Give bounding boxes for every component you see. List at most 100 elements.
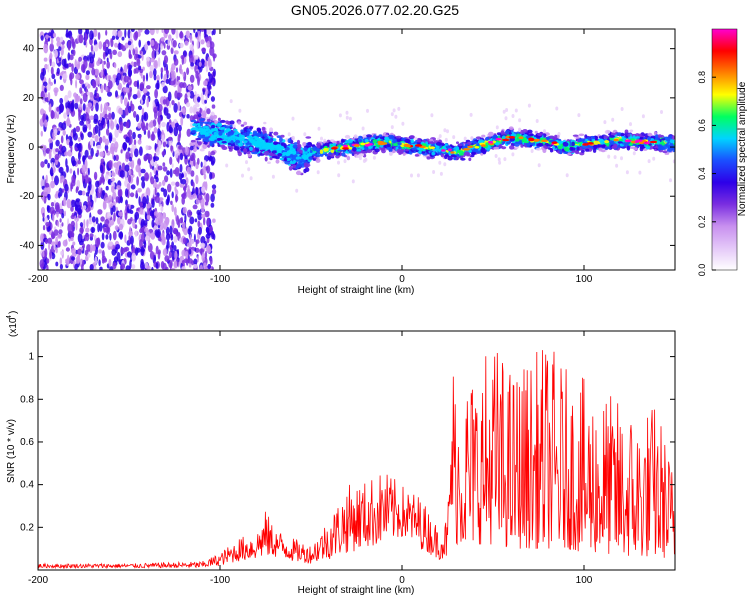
heatmap-cell: [144, 235, 150, 242]
heatmap-cell: [458, 153, 464, 156]
colorbar: [711, 28, 738, 271]
heatmap-cell: [272, 138, 277, 142]
heatmap-cell: [201, 47, 207, 53]
heatmap-cell: [61, 222, 64, 227]
heatmap-cell: [585, 148, 590, 152]
heatmap-cell: [449, 144, 453, 147]
heatmap-cell: [563, 151, 569, 154]
heatmap-cell: [109, 233, 112, 241]
heatmap-cell: [275, 159, 280, 164]
heatmap-cell: [62, 129, 66, 136]
heatmap-cell: [170, 234, 174, 241]
heatmap-cell: [124, 164, 130, 172]
heatmap-cell: [145, 145, 149, 151]
heatmap-cell: [331, 147, 338, 150]
heatmap-cell: [429, 138, 433, 142]
heatmap-cell: [505, 130, 510, 135]
heatmap-cell: [170, 145, 174, 152]
heatmap-cell: [186, 128, 192, 137]
heatmap-cell: [51, 73, 56, 80]
heatmap-cell: [75, 220, 78, 231]
heatmap-cell: [162, 262, 167, 270]
heatmap-cell: [48, 243, 51, 251]
heatmap-cell: [337, 160, 340, 165]
heatmap-cell: [89, 264, 94, 270]
heatmap-cell: [218, 127, 224, 130]
spectrogram-heatmap: [39, 29, 675, 270]
heatmap-cell: [291, 154, 297, 160]
heatmap-cell: [472, 140, 477, 144]
heatmap-cell: [171, 203, 174, 213]
heatmap-cell: [255, 132, 261, 137]
heatmap-cell: [193, 264, 198, 269]
heatmap-cell: [304, 167, 310, 172]
heatmap-cell: [179, 42, 184, 49]
heatmap-cell: [396, 135, 402, 139]
heatmap-cell: [181, 266, 186, 270]
heatmap-cell: [186, 102, 191, 108]
heatmap-cell: [237, 121, 242, 125]
heatmap-cell: [98, 186, 101, 194]
heatmap-cell: [193, 233, 196, 243]
heatmap-cell: [102, 190, 106, 197]
heatmap-cell: [113, 155, 116, 161]
heatmap-cell: [151, 198, 155, 208]
heatmap-cell: [100, 164, 104, 174]
heatmap-cell: [139, 82, 145, 91]
heatmap-cell: [79, 120, 85, 126]
y-tick-label: 40: [23, 44, 35, 55]
heatmap-cell: [617, 133, 622, 137]
heatmap-cell: [104, 219, 110, 227]
heatmap-cell: [476, 143, 480, 147]
heatmap-cell: [132, 131, 136, 140]
heatmap-cell: [97, 223, 100, 233]
heatmap-cell: [171, 100, 175, 106]
heatmap-cell: [146, 97, 149, 108]
heatmap-cell: [146, 265, 151, 270]
heatmap-cell: [51, 61, 56, 68]
heatmap-cell: [192, 182, 195, 188]
heatmap-cell: [105, 234, 109, 240]
heatmap-cell: [190, 170, 195, 177]
heatmap-cell: [629, 146, 635, 149]
heatmap-cell: [164, 255, 170, 262]
heatmap-cell: [107, 80, 113, 89]
heatmap-cell: [587, 142, 594, 145]
heatmap-cell: [263, 121, 267, 125]
heatmap-cell: [194, 55, 199, 60]
heatmap-cell: [206, 118, 211, 123]
heatmap-cell: [67, 40, 71, 51]
heatmap-cell: [543, 145, 547, 149]
heatmap-cell: [104, 113, 108, 119]
heatmap-cell: [230, 140, 234, 144]
heatmap-cell: [199, 107, 202, 114]
heatmap-cell: [125, 121, 130, 129]
heatmap-cell: [79, 79, 84, 85]
heatmap-cell: [450, 154, 456, 157]
heatmap-cell: [125, 265, 131, 270]
heatmap-cell: [240, 129, 245, 133]
heatmap-cell: [101, 232, 105, 241]
heatmap-cell: [180, 55, 185, 60]
heatmap-cell: [342, 144, 349, 148]
heatmap-cell: [157, 105, 160, 112]
heatmap-cell: [111, 185, 115, 193]
heatmap-cell: [107, 119, 110, 130]
heatmap-cell: [43, 187, 48, 197]
heatmap-cell: [335, 151, 339, 156]
heatmap-cell: [40, 161, 45, 168]
heatmap-cell: [132, 218, 136, 229]
heatmap-cell: [169, 80, 175, 86]
heatmap-cell: [361, 151, 368, 154]
heatmap-cell: [41, 144, 45, 152]
heatmap-cell: [111, 35, 116, 40]
heatmap-cell: [390, 125, 394, 130]
heatmap-cell: [444, 137, 448, 142]
heatmap-cell: [70, 220, 75, 228]
heatmap-cell: [59, 175, 65, 183]
heatmap-cell: [177, 249, 179, 255]
heatmap-cell: [184, 183, 188, 188]
heatmap-cell: [316, 170, 320, 175]
heatmap-cell: [194, 91, 197, 96]
heatmap-cell: [269, 127, 274, 133]
